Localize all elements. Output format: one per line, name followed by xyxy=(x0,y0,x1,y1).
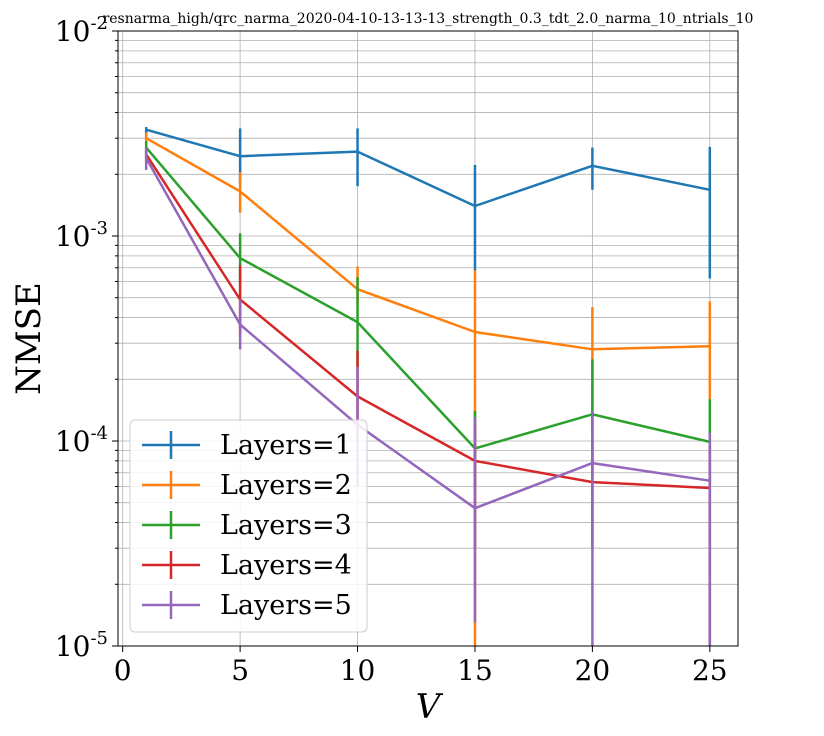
y-tick-label: 10-5 xyxy=(55,628,108,663)
plot-frame xyxy=(117,30,739,647)
series-layer xyxy=(144,127,712,646)
y-tick-label: 10-4 xyxy=(55,423,108,458)
y-tick-label: 10-2 xyxy=(55,13,108,48)
x-tick-label: 5 xyxy=(231,654,249,687)
x-axis-label: V xyxy=(416,687,444,727)
y-tick-exponent: -2 xyxy=(90,13,108,34)
x-tick-label: 10 xyxy=(340,654,376,687)
y-tick-exponent: -5 xyxy=(90,628,108,649)
legend-box xyxy=(129,419,368,633)
tick-marks xyxy=(112,30,711,652)
y-tick-exponent: -4 xyxy=(90,423,108,444)
y-tick-base: 10 xyxy=(55,425,91,458)
x-tick-label: 25 xyxy=(692,654,728,687)
x-tick-label: 20 xyxy=(575,654,611,687)
series-line xyxy=(145,137,710,351)
y-axis-label: NMSE xyxy=(9,282,49,395)
series-1 xyxy=(144,127,712,279)
y-tick-label: 10-3 xyxy=(55,218,108,253)
legend: Layers=1 Layers=2 Layers=3 Layers=4 Layers=5 xyxy=(129,419,368,633)
series-line xyxy=(145,157,710,510)
y-tick-base: 10 xyxy=(55,15,91,48)
series-line xyxy=(145,146,711,450)
legend-label: Layers=3 xyxy=(220,510,352,541)
x-tick-label: 15 xyxy=(457,654,493,687)
series-line xyxy=(145,128,711,208)
legend-label: Layers=2 xyxy=(220,470,352,501)
chart-title: resnarma_high/qrc_narma_2020-04-10-13-13… xyxy=(103,11,754,27)
y-tick-base: 10 xyxy=(55,220,91,253)
legend-label: Layers=1 xyxy=(220,430,352,461)
legend-label: Layers=4 xyxy=(220,550,352,581)
legend-label: Layers=5 xyxy=(220,590,352,621)
series-line xyxy=(145,153,710,490)
y-tick-base: 10 xyxy=(55,630,91,663)
y-tick-exponent: -3 xyxy=(90,218,108,239)
x-tick-label: 0 xyxy=(114,654,132,687)
